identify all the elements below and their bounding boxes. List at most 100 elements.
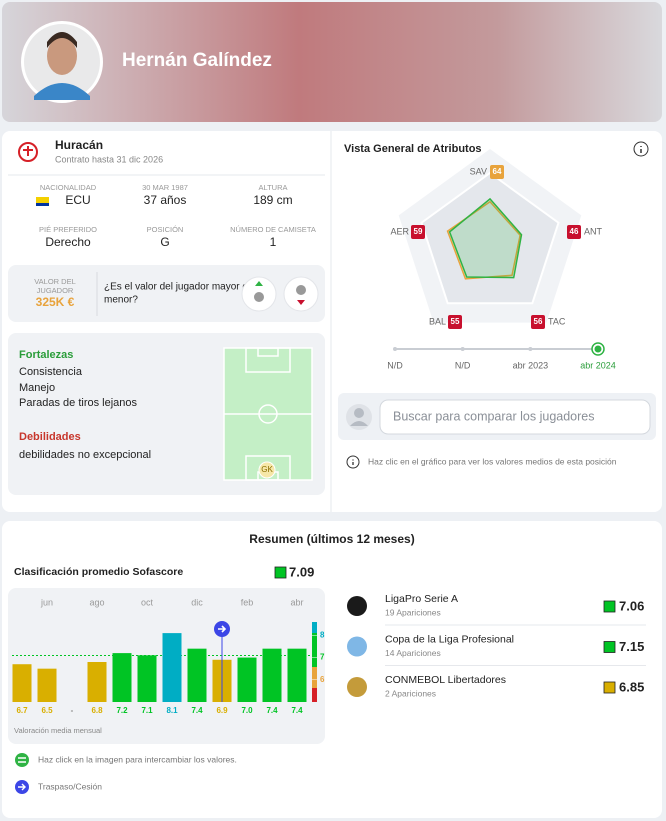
strength: Manejo bbox=[19, 382, 55, 394]
timeline-label: abr 2023 bbox=[513, 360, 549, 370]
euro-icon bbox=[254, 292, 264, 302]
detail-value: 189 cm bbox=[253, 193, 292, 207]
detail-label: PIÉ PREFERIDO bbox=[39, 225, 97, 234]
question: ¿Es el valor del jugador mayor o bbox=[104, 282, 248, 293]
summary-title: Resumen (últimos 12 meses) bbox=[249, 532, 414, 546]
detail-value: ECU bbox=[65, 193, 90, 207]
market-value: 325K € bbox=[36, 295, 75, 309]
bar-label: 7.4 bbox=[291, 706, 303, 715]
value-badge-text: 59 bbox=[414, 227, 423, 236]
bar-label: 7.4 bbox=[191, 706, 203, 715]
radar-series bbox=[448, 197, 523, 279]
timeline-label: N/D bbox=[455, 360, 471, 370]
detail-label: NÚMERO DE CAMISETA bbox=[230, 225, 316, 234]
competition-rating: 6.85 bbox=[619, 679, 644, 694]
radar[interactable]: SAV 64 ANT 46 TAC 56 BAL 55 AER 59 N/D N/D abr 2023 a… bbox=[387, 149, 616, 370]
strength: Paradas de tiros lejanos bbox=[19, 397, 138, 409]
competition-name[interactable]: CONMEBOL Libertadores bbox=[385, 674, 506, 686]
bar[interactable] bbox=[262, 648, 282, 702]
swap-arrows bbox=[18, 757, 26, 763]
competition-name[interactable]: Copa de la Liga Profesional bbox=[385, 633, 514, 645]
value-badge-text: 46 bbox=[570, 227, 579, 236]
search-input[interactable] bbox=[379, 399, 651, 435]
legend-text: Traspaso/Cesión bbox=[38, 781, 102, 791]
timeline-dot[interactable] bbox=[393, 347, 397, 351]
timeline-dot[interactable] bbox=[594, 345, 602, 353]
competition-logo bbox=[347, 677, 367, 697]
timeline-dot[interactable] bbox=[528, 347, 533, 351]
month-label: oct bbox=[141, 597, 154, 607]
rating-title: Clasificación promedio Sofascore bbox=[14, 566, 183, 578]
bar-label: 8.1 bbox=[166, 706, 178, 715]
market-label: VALOR DEL bbox=[34, 277, 76, 286]
average-rating: 7.09 bbox=[289, 564, 314, 579]
axis-label: ANT bbox=[584, 226, 603, 236]
transfer-arrow bbox=[218, 625, 227, 633]
value-badge bbox=[448, 315, 462, 329]
player-name: Hernán Galíndez bbox=[122, 50, 272, 71]
bar[interactable] bbox=[162, 633, 182, 702]
question: menor? bbox=[104, 295, 138, 306]
weaknesses-title: Debilidades bbox=[19, 431, 81, 443]
team-logo-mark bbox=[23, 146, 33, 156]
rating-square bbox=[603, 600, 616, 613]
competition-name[interactable]: LigaPro Serie A bbox=[385, 593, 458, 605]
bar-chart[interactable]: 6 7 8 6.7 jun 6.5 - ago 6.8 7.2 oct 7.1 8.1 dic 7.4 6.9… bbox=[12, 597, 325, 715]
hint: Haz clic en el gráfico para ver los valo… bbox=[368, 456, 617, 466]
euro-icon bbox=[296, 285, 306, 295]
shirt bbox=[34, 83, 90, 100]
y-tick-label: 8 bbox=[320, 630, 325, 639]
face bbox=[47, 37, 77, 75]
bar[interactable] bbox=[112, 653, 132, 702]
bar[interactable] bbox=[137, 655, 157, 702]
bar-label: - bbox=[71, 706, 74, 715]
bar[interactable] bbox=[12, 664, 32, 702]
contract: Contrato hasta 31 dic 2026 bbox=[55, 154, 163, 164]
bar[interactable] bbox=[87, 662, 107, 702]
header bbox=[2, 2, 662, 122]
detail-label: 30 MAR 1987 bbox=[142, 183, 188, 192]
month-label: abr bbox=[290, 597, 303, 607]
competition-logo bbox=[347, 596, 367, 616]
detail-value: 1 bbox=[270, 235, 277, 249]
radar-grid bbox=[420, 171, 560, 305]
competitions: LigaPro Serie A 19 Apariciones 7.06 Copa de… bbox=[347, 593, 646, 698]
competition-apps: 2 Apariciones bbox=[385, 688, 436, 698]
month-label: jun bbox=[40, 597, 53, 607]
competition-apps: 19 Apariciones bbox=[385, 607, 441, 617]
detail-value: G bbox=[160, 235, 169, 249]
month-label: ago bbox=[89, 597, 104, 607]
hair bbox=[47, 32, 77, 48]
bar-label: 7.1 bbox=[141, 706, 153, 715]
bar[interactable] bbox=[187, 648, 207, 702]
position: GK bbox=[261, 465, 273, 474]
value-badge-text: 55 bbox=[451, 317, 460, 326]
competition-logo bbox=[347, 636, 367, 657]
avatar-head bbox=[354, 408, 364, 418]
team-name[interactable]: Huracán bbox=[55, 138, 103, 152]
swap-icon bbox=[15, 753, 29, 767]
value-badge bbox=[531, 315, 545, 329]
rating-square bbox=[603, 681, 616, 694]
month-label: dic bbox=[191, 597, 203, 607]
market-label: JUGADOR bbox=[37, 286, 74, 295]
chart-caption: Valoración media mensual bbox=[14, 726, 102, 735]
position-dot bbox=[258, 461, 276, 479]
value-badge-text: 56 bbox=[534, 317, 543, 326]
bar-label: 7.4 bbox=[266, 706, 278, 715]
month-label: feb bbox=[241, 597, 254, 607]
info-icon[interactable] bbox=[633, 141, 649, 157]
bar-label: 7.0 bbox=[241, 706, 253, 715]
bar[interactable] bbox=[287, 648, 307, 702]
axis-label: TAC bbox=[548, 316, 566, 326]
legend-text: Haz click en la imagen para intercambiar… bbox=[38, 754, 237, 764]
timeline-dot[interactable] bbox=[460, 347, 465, 351]
transfer-legend-arrow bbox=[18, 783, 26, 791]
detail-value: Derecho bbox=[45, 235, 91, 249]
bar[interactable] bbox=[237, 657, 257, 702]
pitch bbox=[223, 347, 313, 481]
rating-square bbox=[274, 566, 287, 579]
bar[interactable] bbox=[37, 668, 57, 702]
